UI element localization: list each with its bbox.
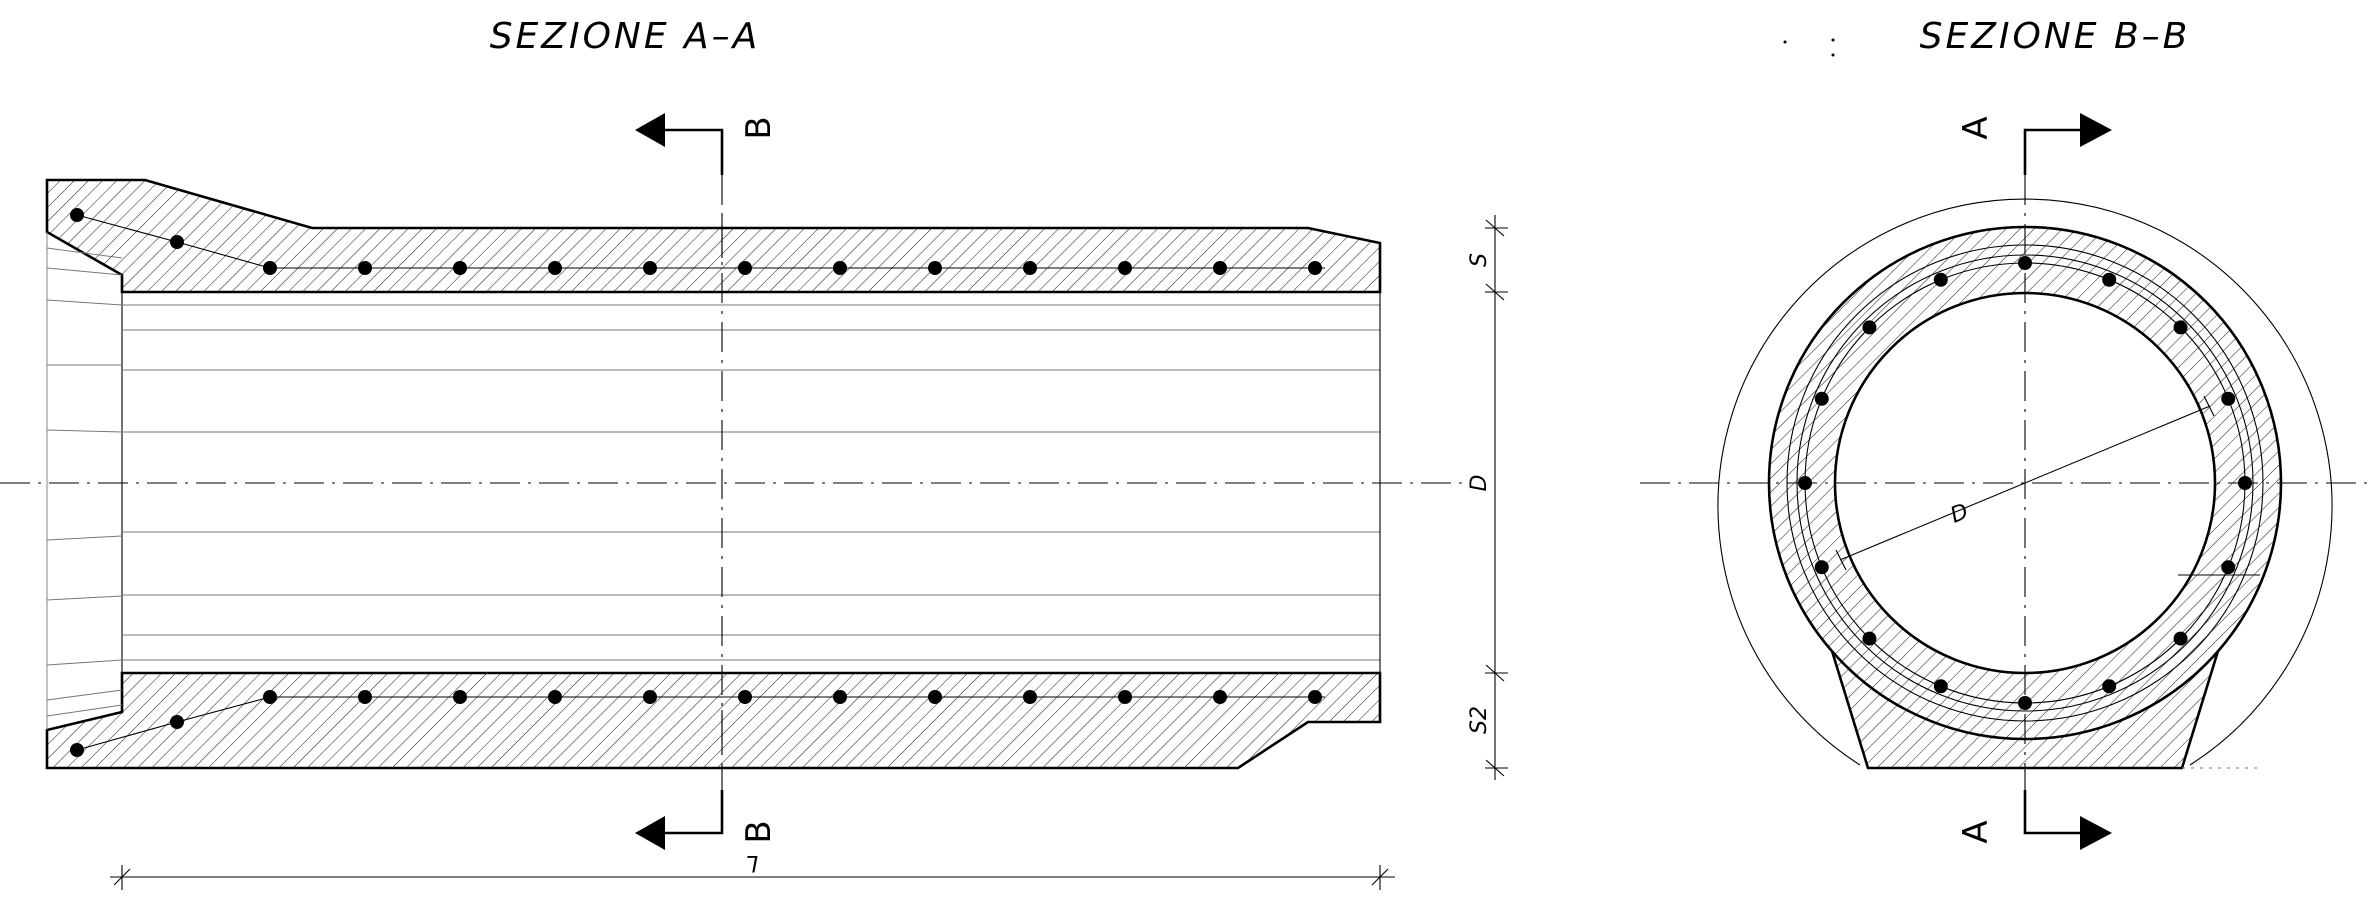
rebar-dot (1118, 690, 1132, 704)
rebar-dot (2221, 560, 2236, 575)
marker-b-label-bottom: B (739, 820, 779, 843)
pipe-interior-lines (122, 292, 1381, 673)
rebar-dot (548, 261, 562, 275)
dimension-length-l: L (110, 850, 1395, 890)
section-marker-a-bottom: A (1956, 790, 2112, 850)
marker-a-label-top: A (1956, 116, 1996, 139)
rebar-dot (928, 690, 942, 704)
arrow-right-icon (2080, 113, 2112, 147)
rebar-dot (170, 235, 184, 249)
rebar-dot (643, 690, 657, 704)
dim-label-s2: S2 (1467, 706, 1492, 734)
rebar-dot (2221, 391, 2236, 406)
rebar-dot (643, 261, 657, 275)
dim-label-s: S (1467, 253, 1492, 267)
socket-interior-lines (46, 232, 123, 730)
stray-dot (1831, 38, 1835, 42)
section-marker-b-top: B (635, 113, 779, 175)
rebar-dot (738, 261, 752, 275)
rebar-dots-bottom (70, 690, 1322, 757)
rebar-dot (1862, 320, 1877, 335)
pipe-ring-with-base (1769, 226, 2281, 768)
diameter-dimension-line (1839, 405, 2211, 561)
marker-a-label-bottom: A (1956, 820, 1996, 843)
rebar-dot (1023, 261, 1037, 275)
marker-b-label-top: B (739, 116, 779, 139)
section-bb-view: D A A (1640, 113, 2371, 850)
rebar-dot (358, 690, 372, 704)
pipe-wall-bottom (45, 671, 1382, 770)
title-section-bb: SEZIONE B–B (1920, 16, 2191, 57)
rebar-dot (1213, 690, 1227, 704)
rebar-dot (263, 690, 277, 704)
rebar-dot (2173, 631, 2188, 646)
diameter-tick (1835, 549, 1847, 571)
arrow-left-icon (635, 816, 665, 850)
title-section-aa: SEZIONE A–A (490, 16, 761, 57)
rebar-dot (1213, 261, 1227, 275)
dim-label-d: D (1467, 475, 1492, 492)
rebar-dot (833, 690, 847, 704)
stray-dot (1831, 53, 1835, 57)
arrow-right-icon (2080, 816, 2112, 850)
rebar-dot (70, 208, 84, 222)
rebar-dot (2102, 679, 2117, 694)
rebar-dot (1308, 261, 1322, 275)
rebar-dot (1023, 690, 1037, 704)
rebar-dot (548, 690, 562, 704)
rebar-dot (1933, 679, 1948, 694)
rebar-dot (70, 743, 84, 757)
rebar-dot (1814, 391, 1829, 406)
section-aa-view: B B S D S2 (0, 113, 1508, 890)
section-marker-b-bottom: B (635, 790, 779, 850)
rebar-dot (453, 261, 467, 275)
diameter-tick (2203, 395, 2215, 417)
rebar-dot (1814, 560, 1829, 575)
rebar-line-top (76, 214, 1325, 269)
rebar-dot (453, 690, 467, 704)
rebar-dot (263, 261, 277, 275)
rebar-dot (738, 690, 752, 704)
section-marker-a-top: A (1956, 113, 2112, 175)
dim-label-diameter: D (1947, 499, 1972, 529)
rebar-dot (170, 715, 184, 729)
rebar-dot (833, 261, 847, 275)
rebar-dots-top (70, 208, 1322, 275)
arrow-left-icon (635, 113, 665, 147)
rebar-dot (2173, 320, 2188, 335)
rebar-dot (358, 261, 372, 275)
rebar-dot (1933, 272, 1948, 287)
rebar-dot (2102, 272, 2117, 287)
rebar-dot (1308, 690, 1322, 704)
dimension-chain-right: S D S2 (1467, 215, 1508, 780)
pipe-wall-top (45, 178, 1382, 294)
stray-dot (1783, 40, 1787, 44)
rebar-line-bottom (76, 696, 1325, 751)
rebar-dot (1118, 261, 1132, 275)
rebar-dot (928, 261, 942, 275)
dim-label-l: L (746, 850, 758, 875)
rebar-dot (1862, 631, 1877, 646)
